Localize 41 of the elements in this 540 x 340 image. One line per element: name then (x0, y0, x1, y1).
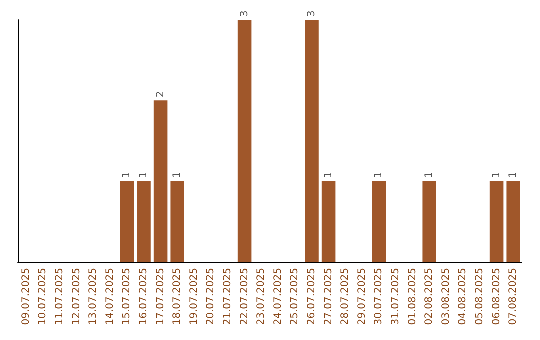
x-tick-label: 21.07.2025 (222, 268, 234, 326)
x-tick-label: 30.07.2025 (374, 268, 385, 326)
x-tick-label: 20.07.2025 (206, 268, 217, 326)
x-tick-label: 12.07.2025 (71, 268, 82, 326)
data-label: 1 (323, 172, 334, 178)
data-label: 1 (374, 172, 385, 178)
x-tick-label: 15.07.2025 (122, 268, 133, 326)
x-tick-label: 27.07.2025 (323, 268, 334, 326)
data-label: 1 (508, 172, 520, 178)
x-tick-label: 06.08.2025 (491, 268, 502, 326)
x-tick-label: 11.07.2025 (54, 268, 66, 326)
data-label: 1 (491, 172, 502, 178)
x-tick-label: 28.07.2025 (340, 268, 352, 326)
x-tick-label: 02.08.2025 (424, 268, 436, 326)
x-tick-label: 07.08.2025 (508, 268, 520, 326)
data-label: 3 (239, 10, 250, 17)
x-tick-label: 10.07.2025 (38, 268, 49, 326)
x-tick-label: 13.07.2025 (88, 268, 100, 326)
x-tick-label: 23.07.2025 (256, 268, 268, 326)
x-tick-label: 01.08.2025 (407, 268, 418, 326)
x-tick-label: 26.07.2025 (306, 268, 318, 326)
x-tick-label: 31.07.2025 (390, 268, 402, 326)
x-tick-label: 09.07.2025 (20, 268, 32, 326)
x-tick-label: 29.07.2025 (356, 268, 368, 326)
x-tick-label: 16.07.2025 (138, 268, 150, 326)
x-tick-label: 03.08.2025 (440, 268, 452, 326)
x-tick-label: 24.07.2025 (272, 268, 284, 326)
data-label: 1 (138, 172, 150, 178)
data-label: 1 (172, 172, 184, 178)
x-tick-label: 17.07.2025 (155, 268, 166, 326)
data-label: 3 (306, 10, 318, 17)
x-tick-label: 19.07.2025 (188, 268, 200, 326)
x-tick-label: 25.07.2025 (290, 268, 301, 326)
x-tick-label: 14.07.2025 (104, 268, 116, 326)
data-label: 1 (424, 172, 436, 178)
x-tick-label: 05.08.2025 (474, 268, 486, 326)
data-label: 1 (122, 172, 133, 178)
x-tick-label: 22.07.2025 (239, 268, 250, 326)
x-tick-label: 18.07.2025 (172, 268, 184, 326)
x-tick-label: 04.08.2025 (458, 268, 469, 326)
data-label: 2 (155, 91, 166, 98)
